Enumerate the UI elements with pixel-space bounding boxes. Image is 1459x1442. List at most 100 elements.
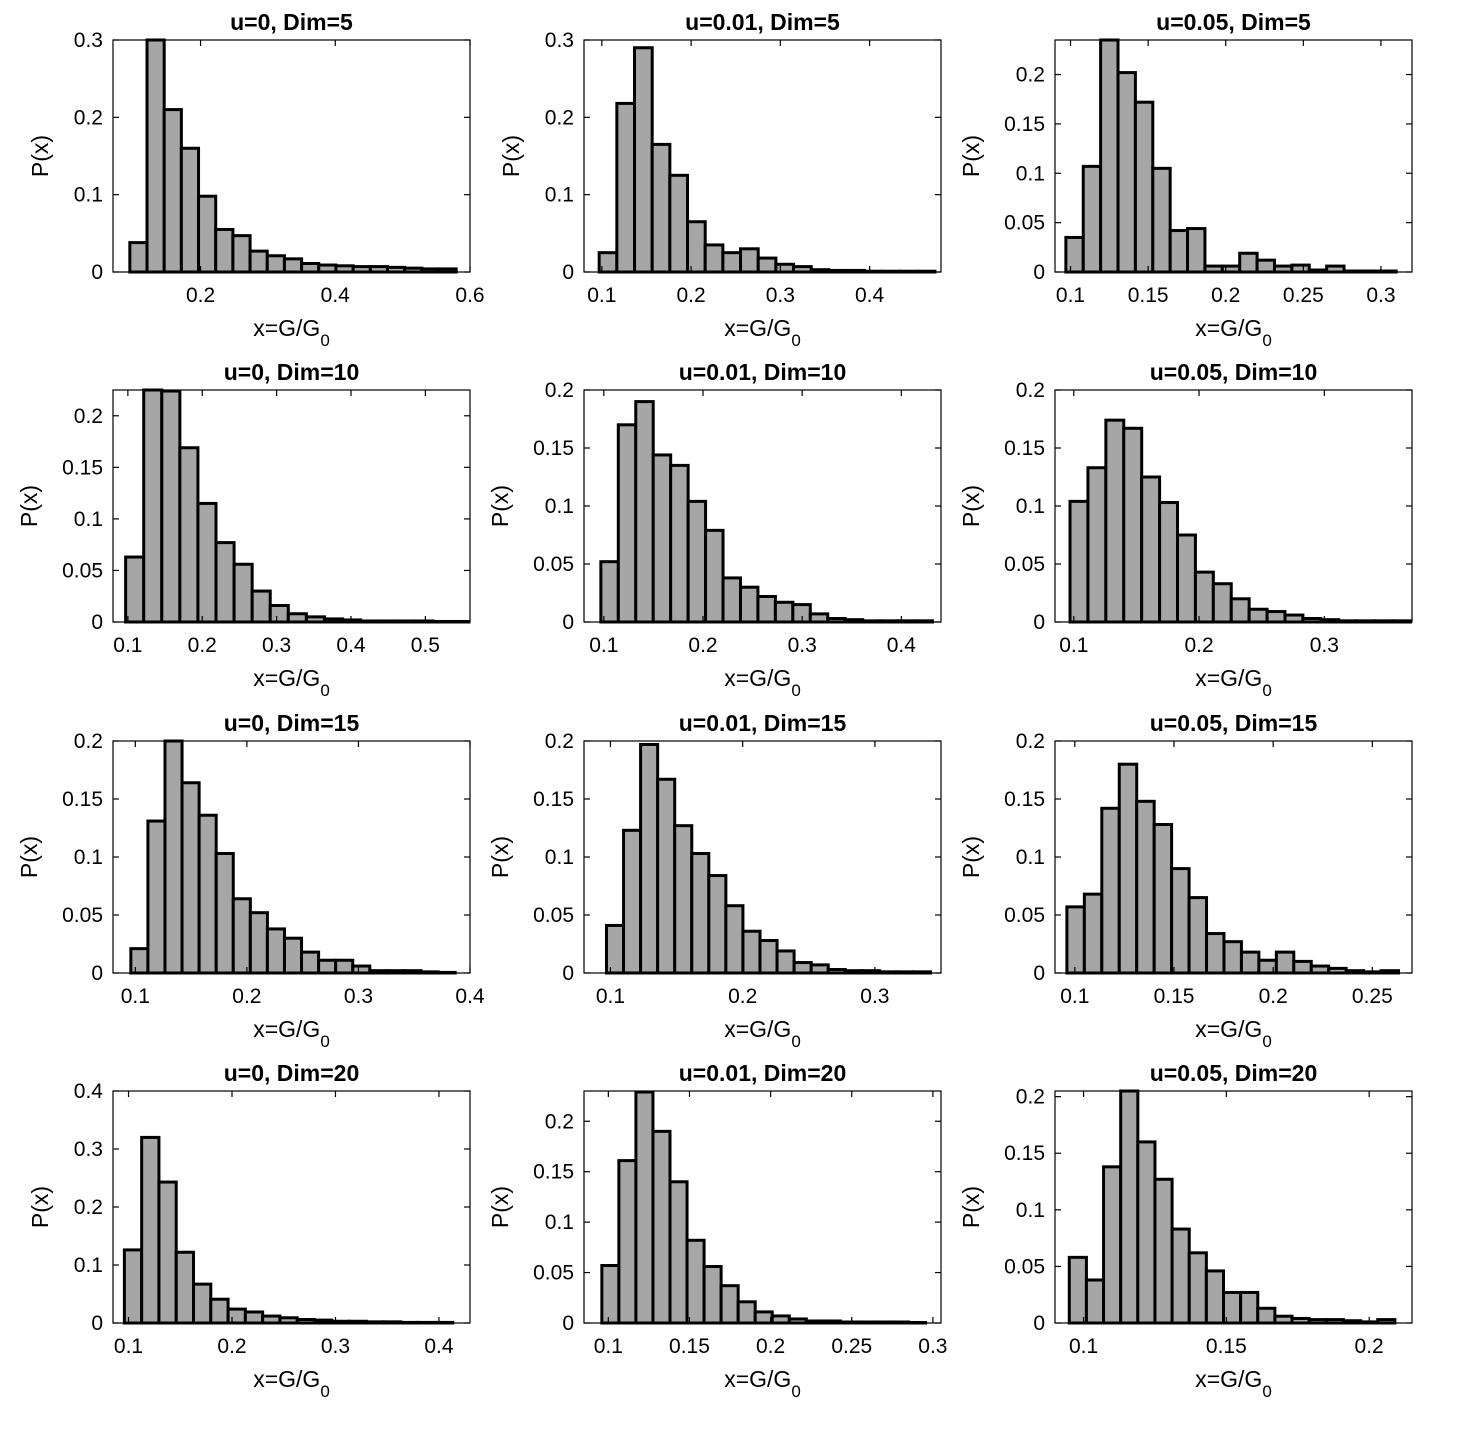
histogram-bar (209, 1297, 230, 1325)
histogram-bar (214, 852, 235, 975)
y-tick-label: 0.15 (533, 788, 574, 811)
y-axis-label: P(x) (27, 1186, 53, 1228)
panel-title: u=0.05, Dim=15 (1150, 710, 1318, 736)
x-tick-label: 0.1 (114, 1335, 143, 1358)
y-tick-label: 0.1 (545, 846, 574, 869)
histogram-bar (286, 612, 308, 624)
histogram-bar (1272, 264, 1294, 274)
histogram-bar (179, 146, 201, 274)
x-tick-label: 0.4 (321, 284, 351, 307)
x-tick-label: 0.2 (1355, 1335, 1384, 1358)
histogram-bar (180, 781, 201, 975)
y-tick-label: 0.1 (545, 495, 574, 518)
x-tick-label: 0.2 (688, 634, 717, 657)
x-tick-label: 0.4 (855, 284, 885, 307)
x-tick-label: 0.1 (587, 284, 616, 307)
histogram-bar (1222, 940, 1243, 975)
y-tick-label: 0 (1033, 962, 1045, 985)
y-tick-label: 0.05 (62, 559, 103, 582)
y-tick-label: 0.2 (74, 730, 103, 753)
x-tick-label: 0.2 (232, 985, 261, 1008)
histogram-bar (753, 1310, 774, 1325)
histogram-bar (1082, 892, 1104, 975)
histogram-bar (634, 400, 655, 624)
x-tick-label: 0.1 (1060, 985, 1089, 1008)
x-axis-label: x=G/G0 (253, 1366, 330, 1401)
histogram-bar (1327, 966, 1348, 975)
panel-title: u=0.01, Dim=15 (679, 710, 847, 736)
histogram-bar (673, 824, 694, 975)
x-tick-label: 0.3 (1310, 634, 1339, 657)
histogram-bar (163, 739, 184, 975)
y-tick-label: 0.1 (74, 846, 103, 869)
histogram-bar (651, 1129, 672, 1325)
histogram-bar (1068, 499, 1090, 624)
histogram-bar (351, 964, 372, 975)
y-tick-label: 0.05 (1004, 1255, 1045, 1278)
axes-frame (583, 1090, 942, 1324)
x-tick-label: 0.2 (728, 985, 757, 1008)
x-tick-label: 0.4 (424, 1335, 454, 1358)
x-tick-label: 0.2 (756, 1335, 785, 1358)
histogram-bar (334, 264, 355, 274)
histogram-bar (214, 541, 236, 624)
histogram-bar (775, 949, 796, 975)
histogram-bar (317, 263, 338, 274)
y-tick-label: 0.2 (74, 106, 103, 129)
histogram-bar (261, 1314, 282, 1325)
x-tick-label: 0.1 (594, 1335, 623, 1358)
x-tick-label: 0.3 (1366, 284, 1395, 307)
histogram-bar (1064, 235, 1085, 274)
x-tick-label: 0.1 (1059, 634, 1088, 657)
x-tick-label: 0.1 (589, 634, 618, 657)
histogram-bar (146, 819, 167, 975)
histogram-bar (792, 961, 813, 975)
y-axis-label: P(x) (958, 135, 984, 177)
histogram-bar (702, 1265, 723, 1325)
x-axis-label: x=G/G0 (253, 665, 330, 700)
histogram-bar (129, 947, 150, 975)
histogram-bar (1152, 823, 1174, 975)
histogram-bar (248, 911, 269, 975)
y-tick-label: 0.1 (545, 184, 574, 207)
histogram-bar (128, 241, 149, 274)
x-tick-label: 0.3 (918, 1335, 947, 1358)
x-axis-label: x=G/G0 (253, 315, 330, 350)
histogram-bar (140, 1135, 161, 1325)
x-tick-label: 0.1 (1069, 1335, 1098, 1358)
histogram-bar (1170, 1227, 1191, 1325)
histogram-bar (604, 923, 626, 975)
histogram-bar (669, 463, 690, 624)
histogram-bar (650, 142, 672, 274)
histogram-bar (651, 453, 673, 624)
histogram-bar (741, 929, 762, 975)
histogram-bar (808, 612, 830, 624)
y-axis-label: P(x) (27, 135, 53, 177)
histogram-bar (317, 958, 338, 975)
y-tick-label: 0.1 (74, 1254, 103, 1277)
x-axis-label: x=G/G0 (1195, 315, 1272, 350)
y-tick-label: 0 (91, 1312, 103, 1335)
x-axis-label: x=G/G0 (724, 315, 801, 350)
histogram-bar (1135, 799, 1156, 975)
histogram-bar (724, 904, 745, 975)
y-tick-label: 0.05 (533, 1262, 574, 1285)
x-tick-label: 0.5 (411, 634, 440, 657)
histogram-bar (122, 1248, 144, 1325)
histogram-bar (1325, 264, 1346, 274)
histogram-bar (1116, 71, 1137, 274)
histogram-bar (668, 173, 690, 274)
panel-title: u=0.05, Dim=10 (1150, 359, 1318, 385)
histogram-bar (145, 38, 166, 274)
histogram-bar (1274, 950, 1296, 975)
histogram-bar (1102, 1165, 1123, 1325)
x-tick-label: 0.15 (1206, 1335, 1247, 1358)
histogram-bar (1204, 1269, 1226, 1325)
histogram-bar (196, 501, 218, 624)
histogram-bar (690, 852, 711, 975)
histogram-panel: 0.1 0.15 0.2 0.25 0.3 0 0.05 0.1 0.15 0.2 u=0.01, … (487, 1060, 947, 1401)
y-tick-label: 0.05 (1004, 212, 1045, 235)
histogram-bar (124, 555, 146, 624)
panel-title: u=0, Dim=5 (230, 9, 353, 35)
histogram-bar (1290, 1316, 1311, 1325)
